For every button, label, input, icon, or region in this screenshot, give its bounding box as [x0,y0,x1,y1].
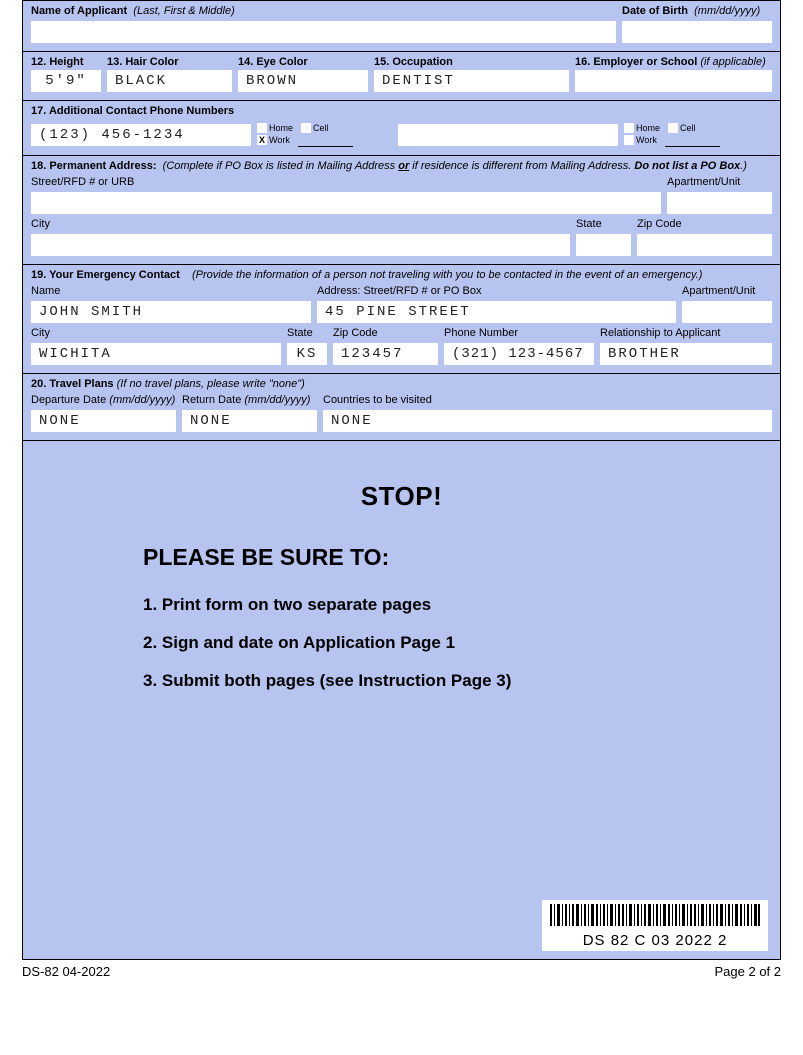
travel-label: 20. Travel Plans (If no travel plans, pl… [31,378,772,390]
step-2: 2. Sign and date on Application Page 1 [143,633,730,653]
height-label: 12. Height [31,56,101,68]
phone2-type-group: Home Cell Work [624,123,772,147]
em-addr-input[interactable]: 45 PINE STREET [317,301,676,323]
em-name-input[interactable]: JOHN SMITH [31,301,311,323]
occupation-input[interactable]: DENTIST [374,70,569,92]
perm-apt-label: Apartment/Unit [667,176,772,188]
home-label: Home [269,123,293,133]
em-apt-label: Apartment/Unit [682,285,772,297]
employer-label: 16. Employer or School (if applicable) [575,56,772,68]
page-number: Page 2 of 2 [715,964,782,979]
perm-city-label: City [31,218,570,230]
cell-label: Cell [313,123,329,133]
phone1-input[interactable]: (123) 456-1234 [31,124,251,146]
perm-street-input[interactable] [31,192,661,214]
section-emergency: 19. Your Emergency Contact (Provide the … [23,265,780,374]
phone1-home-check[interactable] [257,123,267,133]
em-addr-label: Address: Street/RFD # or PO Box [317,285,676,297]
dep-label: Departure Date (mm/dd/yyyy) [31,394,176,406]
applicant-name-input[interactable] [31,21,616,43]
hair-label: 13. Hair Color [107,56,232,68]
perm-state-label: State [576,218,631,230]
ret-label: Return Date (mm/dd/yyyy) [182,394,317,406]
work-label-2: Work [636,135,657,145]
cell-label-2: Cell [680,123,696,133]
dep-input[interactable]: NONE [31,410,176,432]
em-zip-input[interactable]: 123457 [333,343,438,365]
phone1-type-group: Home Cell XWork [257,123,392,147]
perm-state-input[interactable] [576,234,631,256]
phone1-other-input[interactable] [298,135,353,147]
em-rel-label: Relationship to Applicant [600,327,772,339]
phone1-work-check[interactable]: X [257,135,267,145]
phone2-cell-check[interactable] [668,123,678,133]
occupation-label: 15. Occupation [374,56,569,68]
perm-zip-input[interactable] [637,234,772,256]
perm-street-label: Street/RFD # or URB [31,176,661,188]
em-apt-input[interactable] [682,301,772,323]
section-applicant: Name of Applicant (Last, First & Middle)… [23,1,780,52]
height-input[interactable]: 5'9" [31,70,101,92]
contact-label: 17. Additional Contact Phone Numbers [31,105,772,117]
section-permanent: 18. Permanent Address: (Complete if PO B… [23,156,780,265]
em-city-label: City [31,327,281,339]
emergency-label: 19. Your Emergency Contact (Provide the … [31,269,772,281]
besure-heading: PLEASE BE SURE TO: [143,544,730,571]
instructions-panel: STOP! PLEASE BE SURE TO: 1. Print form o… [23,441,780,959]
eye-label: 14. Eye Color [238,56,368,68]
perm-zip-label: Zip Code [637,218,772,230]
em-state-input[interactable]: KS [287,343,327,365]
step-3: 3. Submit both pages (see Instruction Pa… [143,671,730,691]
em-state-label: State [287,327,327,339]
phone2-other-input[interactable] [665,135,720,147]
ret-input[interactable]: NONE [182,410,317,432]
eye-input[interactable]: BROWN [238,70,368,92]
em-name-label: Name [31,285,311,297]
em-phone-input[interactable]: (321) 123-4567 [444,343,594,365]
employer-input[interactable] [575,70,772,92]
perm-label: 18. Permanent Address: (Complete if PO B… [31,160,772,172]
section-travel: 20. Travel Plans (If no travel plans, pl… [23,374,780,441]
perm-apt-input[interactable] [667,192,772,214]
stop-heading: STOP! [73,481,730,512]
countries-label: Countries to be visited [323,394,772,406]
section-physical: 12. Height 5'9" 13. Hair Color BLACK 14.… [23,52,780,101]
barcode: DS 82 C 03 2022 2 [542,900,768,951]
form-area: Name of Applicant (Last, First & Middle)… [22,0,781,960]
barcode-text: DS 82 C 03 2022 2 [550,932,760,949]
phone2-input[interactable] [398,124,618,146]
phone1-cell-check[interactable] [301,123,311,133]
em-zip-label: Zip Code [333,327,438,339]
dob-input[interactable] [622,21,772,43]
form-page: Name of Applicant (Last, First & Middle)… [0,0,803,983]
work-label: Work [269,135,290,145]
section-contact: 17. Additional Contact Phone Numbers (12… [23,101,780,156]
phone2-home-check[interactable] [624,123,634,133]
hair-input[interactable]: BLACK [107,70,232,92]
em-city-input[interactable]: WICHITA [31,343,281,365]
em-phone-label: Phone Number [444,327,594,339]
barcode-icon [550,904,760,926]
page-footer: DS-82 04-2022 Page 2 of 2 [22,960,781,983]
form-id: DS-82 04-2022 [22,964,110,979]
home-label-2: Home [636,123,660,133]
em-rel-input[interactable]: BROTHER [600,343,772,365]
perm-city-input[interactable] [31,234,570,256]
countries-input[interactable]: NONE [323,410,772,432]
step-1: 1. Print form on two separate pages [143,595,730,615]
applicant-name-label: Name of Applicant (Last, First & Middle) [31,5,235,17]
dob-label: Date of Birth (mm/dd/yyyy) [622,5,772,17]
phone2-work-check[interactable] [624,135,634,145]
